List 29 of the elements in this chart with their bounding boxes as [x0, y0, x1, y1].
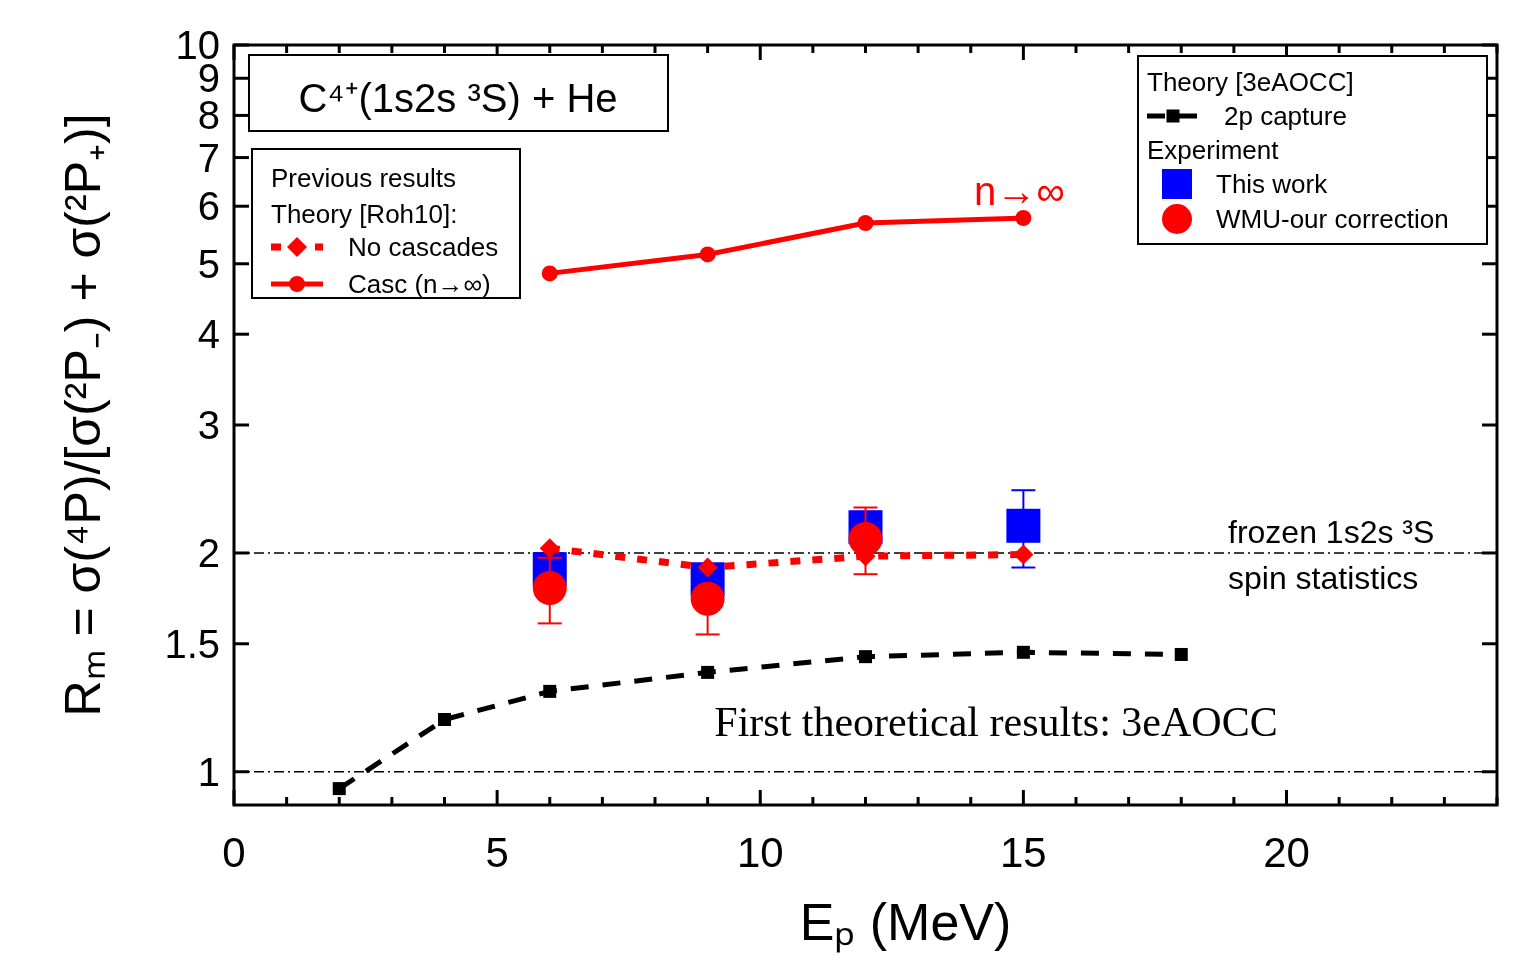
y-tick-label: 6 — [197, 184, 220, 229]
x-tick-label: 0 — [222, 829, 246, 876]
ref-line-label: frozen 1s2s ³S spin statistics — [1228, 513, 1435, 596]
annotation: Theory [Roh10]: — [271, 199, 458, 229]
y-tick-label: 4 — [197, 312, 220, 357]
legend-label: Casc (n→∞) — [348, 269, 491, 299]
annotation: Experiment — [1147, 135, 1280, 165]
legend-label: No cascades — [348, 232, 499, 262]
x-tick-label: 20 — [1263, 829, 1310, 876]
x-tick-label: 15 — [1000, 829, 1047, 876]
annotation: First theoretical results: 3eAOCC — [714, 699, 1278, 745]
legend-label: 2p capture — [1224, 101, 1347, 131]
y-tick-label: 1 — [197, 749, 220, 794]
x-tick-label: 10 — [736, 829, 784, 876]
x-tick-label: 5 — [485, 829, 509, 876]
y-axis-title: Rₘ = σ(⁴P)/[σ(²P₋) + σ(²P₊)] — [55, 113, 111, 717]
x-axis-title: Eₚ (MeV) — [799, 893, 1012, 953]
y-tick-label: 2 — [197, 530, 220, 575]
text: C⁴⁺(1s2s ³S) + He — [298, 76, 618, 120]
y-tick-label: 1.5 — [164, 621, 220, 666]
y-tick-label: 3 — [197, 403, 220, 447]
legend-label: WMU-our correction — [1216, 204, 1449, 234]
annotation: n→∞ — [974, 169, 1065, 213]
annotation: Theory [3eAOCC] — [1147, 67, 1354, 97]
annotation: Previous results — [271, 163, 456, 193]
y-tick-label: 8 — [197, 93, 220, 138]
y-tick-label: 5 — [197, 241, 220, 286]
legend-label: This work — [1216, 169, 1329, 199]
y-tick-label: 7 — [197, 135, 220, 180]
